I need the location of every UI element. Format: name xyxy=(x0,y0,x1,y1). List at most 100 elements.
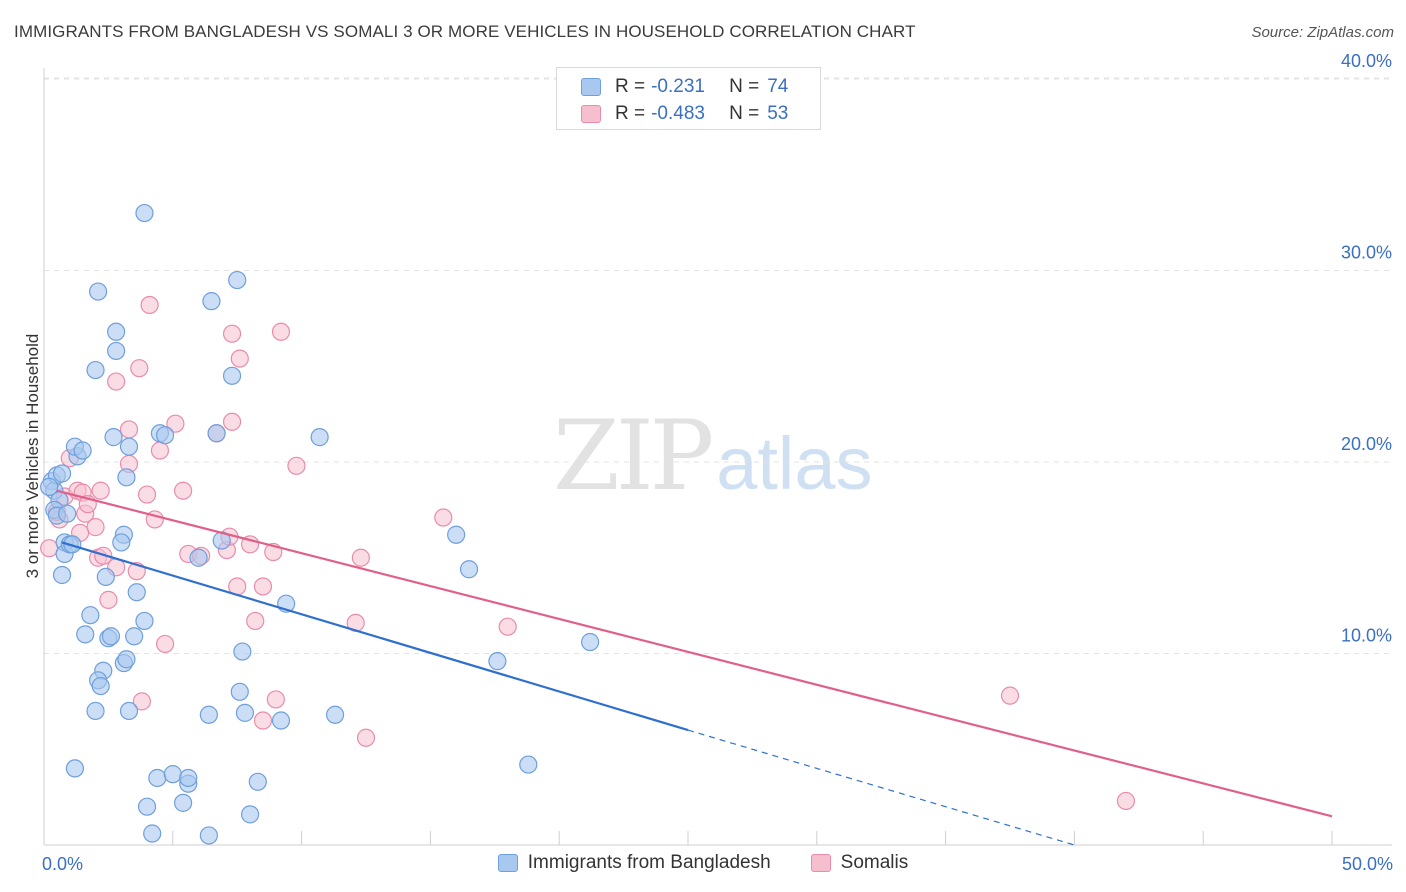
bangladesh-point xyxy=(40,477,59,496)
bangladesh-point xyxy=(135,203,154,223)
legend-r-label: R = xyxy=(615,76,646,97)
somalis-point xyxy=(130,359,149,378)
bangladesh-point xyxy=(199,705,218,724)
watermark: ZIPatlas xyxy=(553,400,873,512)
series-legend: Immigrants from Bangladesh Somalis xyxy=(0,852,1406,874)
bangladesh-point xyxy=(86,360,105,380)
series-label-somalis: Somalis xyxy=(840,852,909,873)
y-tick-label: 40.0% xyxy=(1341,51,1392,71)
bangladesh-point xyxy=(155,426,175,445)
bangladesh-point xyxy=(52,464,72,483)
somalis-point xyxy=(222,324,242,343)
x-tick-label-min: 0.0% xyxy=(42,854,83,874)
series-legend-bangladesh[interactable]: Immigrants from Bangladesh xyxy=(497,852,771,874)
bangladesh-point xyxy=(96,567,115,587)
axes xyxy=(43,68,1392,846)
bangladesh-point xyxy=(271,711,291,730)
bangladesh-point xyxy=(519,755,538,774)
legend-swatch-somalis xyxy=(581,105,601,123)
bangladesh-point xyxy=(447,525,466,544)
bangladesh-point xyxy=(63,535,82,554)
somalis-point xyxy=(253,577,273,596)
bangladesh-point xyxy=(117,468,136,487)
somalis-point xyxy=(1000,686,1020,705)
somalis-point xyxy=(271,322,291,341)
bangladesh-point xyxy=(112,533,131,552)
bangladesh-point xyxy=(240,805,260,824)
bangladesh-point xyxy=(148,768,167,788)
bangladesh-point xyxy=(235,703,255,722)
bangladesh-point xyxy=(107,322,126,341)
bangladesh-point xyxy=(91,676,110,696)
somalis-point xyxy=(498,617,517,636)
correlation-legend: R = -0.231 N = 74 R = -0.483 N = 53 xyxy=(556,67,821,130)
somalis-point xyxy=(222,412,242,431)
somalis-point xyxy=(230,349,249,368)
bangladesh-point xyxy=(310,428,329,447)
bangladesh-point xyxy=(58,504,77,523)
somalis-point xyxy=(166,414,185,433)
bangladesh-point xyxy=(233,642,252,661)
x-tick-label-max: 50.0% xyxy=(1342,854,1393,874)
legend-row-somalis: R = -0.483 N = 53 xyxy=(581,102,788,126)
bangladesh-point xyxy=(88,282,108,301)
somalis-point xyxy=(91,481,110,500)
y-tick-label: 30.0% xyxy=(1341,243,1392,263)
legend-r-value: -0.231 xyxy=(651,76,705,97)
somalis-point xyxy=(99,590,118,609)
bangladesh-point xyxy=(222,366,242,385)
bangladesh-point xyxy=(228,270,247,290)
somalis-point xyxy=(253,711,273,730)
bangladesh-trend-line xyxy=(61,541,689,732)
somalis-point xyxy=(174,481,193,500)
bangladesh-point xyxy=(174,793,193,812)
bangladesh-point xyxy=(189,548,208,567)
bangladesh-point xyxy=(119,437,139,456)
legend-n-label: N = xyxy=(729,103,760,124)
somalis-point xyxy=(132,692,151,711)
legend-row-bangladesh: R = -0.231 N = 74 xyxy=(581,75,788,99)
bangladesh-point xyxy=(135,611,154,631)
somalis-point xyxy=(434,508,453,527)
somalis-point xyxy=(356,728,376,747)
series-label-bangladesh: Immigrants from Bangladesh xyxy=(527,852,771,873)
bangladesh-point xyxy=(199,826,218,845)
y-tick-label: 20.0% xyxy=(1341,434,1392,454)
bangladesh-point xyxy=(65,759,85,778)
chart-title: IMMIGRANTS FROM BANGLADESH VS SOMALI 3 O… xyxy=(14,22,916,41)
grid-lines xyxy=(44,77,1392,654)
legend-swatch-bangladesh xyxy=(581,78,601,96)
series-legend-somalis[interactable]: Somalis xyxy=(810,852,909,874)
bangladesh-point xyxy=(76,625,95,644)
bangladesh-point xyxy=(143,824,162,843)
watermark-atlas: atlas xyxy=(716,422,873,505)
legend-n-label: N = xyxy=(729,76,760,97)
bangladesh-point xyxy=(325,705,345,724)
bangladesh-point xyxy=(125,627,144,646)
bangladesh-point xyxy=(73,441,92,460)
legend-n-value: 74 xyxy=(767,76,789,97)
bangladesh-point xyxy=(52,565,72,585)
y-axis-label: 3 or more Vehicles in Household xyxy=(23,333,42,579)
somalis-trend-line xyxy=(56,489,1333,818)
bangladesh-point xyxy=(459,560,479,579)
bangladesh-point xyxy=(230,682,249,701)
bangladesh-point xyxy=(119,701,139,721)
legend-r-label: R = xyxy=(615,103,646,124)
bangladesh-point xyxy=(81,606,100,625)
y-tick-label: 10.0% xyxy=(1341,626,1392,646)
bangladesh-point xyxy=(488,652,507,671)
somalis-point xyxy=(246,611,265,631)
tick-labels: 10.0% 20.0% 30.0% 40.0% 0.0% 50.0% xyxy=(42,51,1393,874)
somalis-point xyxy=(86,518,105,537)
bangladesh-point xyxy=(248,772,267,791)
somalis-point xyxy=(287,456,306,475)
bangladesh-point xyxy=(581,632,600,652)
bangladesh-point xyxy=(137,797,157,816)
bangladesh-points xyxy=(40,203,600,845)
series-swatch-somalis xyxy=(810,854,831,872)
bangladesh-point xyxy=(104,428,123,447)
somalis-point xyxy=(137,485,157,504)
somalis-point xyxy=(119,420,139,439)
legend-n-value: 53 xyxy=(767,103,789,124)
